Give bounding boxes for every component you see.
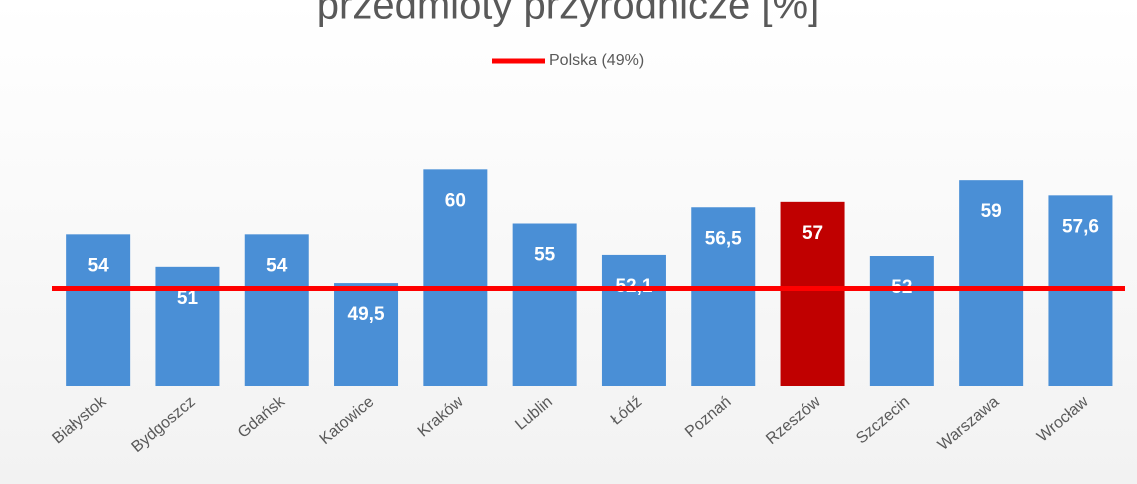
data-label: 57,6 — [1062, 216, 1099, 237]
bar — [66, 234, 131, 386]
data-label: 57 — [802, 223, 823, 244]
bar — [244, 234, 309, 386]
bar — [959, 180, 1024, 386]
data-label: 51 — [177, 288, 199, 309]
bar — [601, 254, 666, 386]
bar — [780, 201, 845, 386]
bar — [155, 266, 220, 386]
legend-label: Polska (49%) — [549, 52, 644, 69]
data-label: 54 — [88, 255, 110, 276]
data-label: 59 — [981, 201, 1002, 222]
bar — [869, 256, 934, 386]
bar — [334, 283, 399, 386]
data-label: 54 — [266, 255, 288, 276]
data-label: 56,5 — [705, 228, 742, 249]
data-label: 55 — [534, 245, 556, 266]
bar — [691, 207, 756, 386]
data-label: 60 — [445, 190, 466, 211]
bar — [423, 169, 488, 386]
bar — [512, 223, 577, 386]
chart-title: przedmioty przyrodnicze [%] — [317, 0, 819, 28]
data-label: 49,5 — [348, 304, 385, 325]
